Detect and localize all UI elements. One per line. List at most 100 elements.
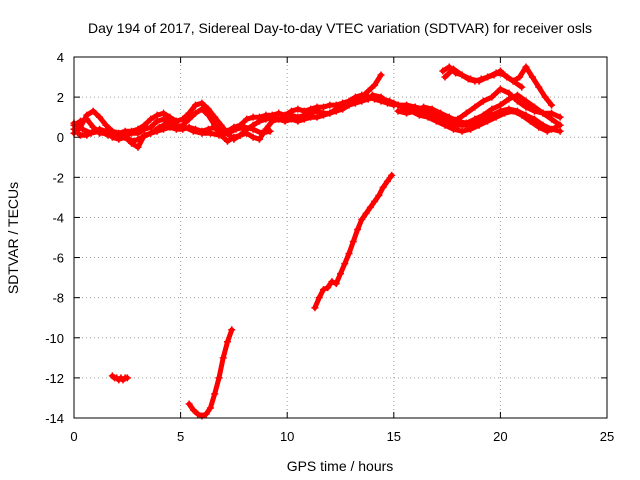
data-point-plus [181,123,189,131]
data-point-plus [311,304,319,312]
y-tick-label: 0 [57,130,64,145]
data-point-plus [341,260,349,268]
data-point-plus [219,354,227,362]
data-point-plus [83,111,91,119]
x-tick-label: 0 [70,429,77,444]
data-point-plus [462,109,470,117]
data-point-plus [428,105,436,113]
data-point-plus [319,111,327,119]
data-point-plus [398,103,406,111]
data-point-plus [160,109,168,117]
data-point-plus [501,71,509,79]
data-point-plus [462,119,470,127]
data-point-plus [403,109,411,117]
data-point-plus [230,133,238,141]
data-point-plus [160,115,168,123]
data-point-plus [224,338,232,346]
data-point-plus [432,117,440,125]
data-point-plus [371,81,379,89]
data-point-plus [147,129,155,137]
data-point-plus [354,225,362,233]
chart-title: Day 194 of 2017, Sidereal Day-to-day VTE… [88,20,592,36]
data-point-plus [241,123,249,131]
data-point-plus [224,137,232,145]
data-point-plus [87,129,95,137]
data-point-plus [281,117,289,125]
data-point-plus [479,97,487,105]
data-point-plus [192,109,200,117]
data-point-plus [496,85,504,93]
x-tick-label: 5 [177,429,184,444]
data-point-plus [147,115,155,123]
data-point-plus [232,125,240,133]
data-point-plus [172,121,180,129]
data-point-plus [275,115,283,123]
data-point-plus [509,77,517,85]
data-point-plus [294,105,302,113]
data-point-plus [475,77,483,85]
data-point-plus [96,113,104,121]
data-point-plus [543,127,551,135]
series-track [378,86,563,122]
y-tick-label: -10 [45,331,64,346]
data-point-plus [358,97,366,105]
data-point-plus [556,121,564,129]
data-point-plus [206,129,214,137]
data-point-plus [411,107,419,115]
data-point-plus [528,73,536,81]
data-point-plus [243,129,251,137]
data-point-plus [258,129,266,137]
data-point-plus [439,67,447,75]
x-tick-label: 20 [493,429,507,444]
data-point-plus [505,89,513,97]
data-point-plus [548,115,556,123]
data-point-plus [364,87,372,95]
data-point-plus [76,131,84,139]
data-point-plus [153,111,161,119]
data-point-plus [211,113,219,121]
series-track-10 [441,65,526,91]
data-point-plus [332,280,340,288]
data-point-plus [488,93,496,101]
y-tick-label: -14 [45,411,64,426]
data-point-plus [102,121,110,129]
y-tick-label: 2 [57,90,64,105]
data-point-plus [339,105,347,113]
data-point-plus [362,209,370,217]
data-point-plus [332,107,340,115]
data-point-plus [104,131,112,139]
data-point-plus [471,103,479,111]
data-point-plus [194,410,202,418]
data-point-plus [548,109,556,117]
x-tick-label: 15 [387,429,401,444]
series-track-11 [311,171,396,312]
data-point-plus [475,121,483,129]
data-point-plus [371,197,379,205]
plot-frame [73,56,608,419]
data-point-plus [383,177,391,185]
ticks: 0 5 10 15 20 25 -14 -12 -10 -8 -6 -4 -2 0 2 4 [45,50,614,444]
data-point-plus [518,83,526,91]
data-point-plus [364,95,372,103]
data-point-plus [315,294,323,302]
data-point-plus [228,326,236,334]
data-point-plus [556,113,564,121]
data-point-plus [386,97,394,105]
data-point-plus [198,99,206,107]
data-point-plus [262,115,270,123]
data-point-plus [268,117,276,125]
y-tick-label: -2 [52,170,64,185]
data-point-plus [535,123,543,131]
data-point-plus [531,103,539,111]
series-track-8 [394,91,564,129]
data-point-plus [488,105,496,113]
series-track-12 [185,326,236,420]
data-point-plus [164,119,172,127]
series-track [71,72,384,142]
data-point-plus [198,129,206,137]
data-point-plus [351,99,359,107]
data-point-plus [121,127,129,135]
data-point-plus [458,127,466,135]
data-point-plus [539,109,547,117]
data-point-plus [526,117,534,125]
